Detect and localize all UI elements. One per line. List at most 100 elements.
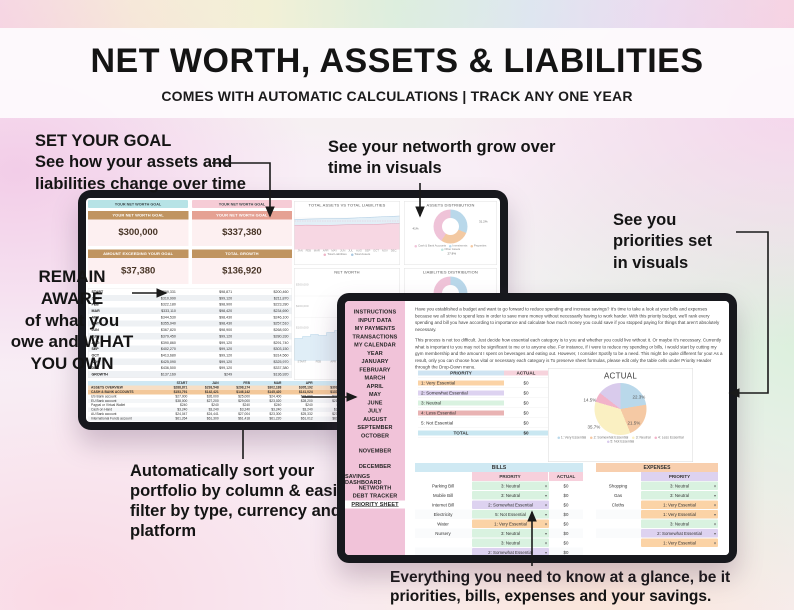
liabilities-cell: $99,120 — [219, 359, 233, 364]
priority-actual-cell: $0 — [523, 420, 529, 426]
monthly-row: OCT $413,680 $99,120 $314,560 — [89, 352, 292, 358]
sidebar-item[interactable]: YEAR — [367, 350, 383, 357]
assets-cell: $425,090 — [160, 359, 176, 364]
sidebar-item[interactable]: MAY — [368, 391, 382, 398]
networth-cell: $136,920 — [273, 372, 289, 377]
dropdown-arrow-icon — [714, 521, 716, 526]
bill-priority-dropdown[interactable]: 1: Very Essential — [472, 519, 549, 528]
expense-priority-dropdown[interactable]: 3: Neutral — [641, 519, 718, 528]
goal-card: AMOUNT EXCEEDING YOUR GOAL $37,380 — [88, 249, 189, 284]
monthly-row: JUL $379,450 $99,120 $280,330 — [88, 333, 292, 340]
expense-priority-dropdown[interactable]: 3: Neutral — [641, 491, 718, 500]
donut-label: 31.2% — [478, 220, 488, 224]
sidebar-item[interactable]: MARCH — [364, 375, 386, 382]
legend-item: Cash & Bank Accounts — [414, 245, 446, 248]
legend-item: 4: Less Essential — [654, 436, 684, 440]
legend-item: 1: Very Essential — [557, 436, 586, 440]
y-axis-ticks: $300,000 $200,000 $100,000 — [296, 284, 309, 330]
monthly-row: DEC $436,500 $99,120 $337,380 — [89, 365, 292, 371]
sidebar-item[interactable]: DECEMBER — [358, 463, 392, 470]
networth-cell: $234,690 — [273, 308, 289, 314]
dropdown-arrow-icon — [545, 512, 547, 517]
sidebar-item[interactable]: DEBT TRACKER — [352, 493, 398, 500]
priority-actual-cell: $0 — [523, 380, 529, 386]
bill-name: Nursery — [435, 530, 451, 536]
sidebar-item[interactable]: OCTOBER — [360, 432, 390, 439]
month-cell: JAN — [91, 295, 99, 301]
sidebar-item[interactable]: NETWORTH — [358, 484, 392, 491]
dropdown-arrow-icon — [714, 483, 716, 488]
bill-priority-dropdown[interactable]: 2: Somewhat Essential — [472, 548, 549, 555]
liabilities-cell: $99,120 — [219, 365, 233, 371]
month-tick: DEC — [390, 249, 397, 253]
sidebar-item[interactable]: SAVINGS DASHBOARD — [345, 473, 382, 486]
month-tick: JAN — [297, 249, 303, 253]
sidebar-item[interactable]: AUGUST — [363, 416, 387, 423]
dashboard-tab[interactable]: YOUR NET WORTH GOAL — [88, 200, 188, 208]
monthly-row: MAY $355,940 $98,430 $257,510 — [88, 320, 292, 327]
priority-header-cell: PRIORITY — [418, 370, 504, 376]
sidebar-item[interactable]: INPUT DATA — [358, 317, 392, 324]
x-axis-months: JAN FEB MAR APR MAY JUN JUL AUG SEP OCT NOV DEC — [295, 250, 400, 253]
sidebar-item[interactable]: NOVEMBER — [358, 448, 392, 455]
month-tick: JUL — [348, 249, 354, 253]
legend-item: Total Assets — [350, 253, 370, 256]
liabilities-cell: $99,120 — [219, 340, 233, 345]
expense-name: Gas — [613, 492, 623, 498]
monthly-row: GROWTH $137,169 $249 $136,920 — [88, 371, 292, 378]
sidebar-item[interactable]: MY CALENDAR — [354, 342, 396, 349]
expense-priority-dropdown[interactable]: 1: Very Essential — [641, 500, 718, 509]
sidebar-item[interactable]: APRIL — [366, 383, 384, 390]
monthly-row: APR $344,530 $98,430 $246,100 — [89, 314, 292, 320]
chart-title: ASSETS DISTRIBUTION — [426, 203, 475, 208]
expense-priority-dropdown[interactable]: 2: Somewhat Essential — [641, 529, 718, 538]
bill-row: Internet Bill 2: Somewhat Essential $0 — [415, 500, 583, 510]
legend-dot-icon — [350, 253, 354, 256]
dashboard-tab[interactable]: YOUR NET WORTH GOAL — [192, 200, 292, 208]
expense-priority-dropdown[interactable]: 1: Very Essential — [641, 538, 718, 547]
month-tick: APR — [330, 360, 337, 364]
legend-item: Investments — [449, 245, 467, 248]
sidebar-item[interactable]: FEBRUARY — [359, 366, 391, 373]
sidebar-item[interactable]: PRIORITY SHEET — [345, 500, 405, 509]
rainbow-strip — [0, 0, 794, 30]
networth-cell: $257,510 — [273, 321, 289, 326]
bill-row: 2: Somewhat Essential $0 — [415, 547, 583, 555]
assets-cell: $367,820 — [160, 327, 176, 333]
sheet-sidebar: INSTRUCTIONS INPUT DATA MY PAYMENTS TRAN… — [345, 301, 405, 555]
networth-cell: $211,870 — [273, 295, 289, 301]
month-cell: FEB — [91, 302, 99, 307]
bill-row: Parking Bill 3: Neutral $0 — [415, 481, 583, 491]
liabilities-cell: $98,430 — [219, 321, 233, 326]
priority-label-cell: 1: Very Essential — [418, 380, 504, 386]
assets-cell: $379,450 — [160, 333, 176, 339]
networth-cell: $291,740 — [273, 340, 289, 345]
liabilities-cell: $98,420 — [219, 308, 233, 314]
sidebar-item[interactable]: TRANSACTIONS — [352, 333, 398, 340]
sidebar-item[interactable]: MY PAYMENTS — [354, 325, 396, 332]
expense-row: 1: Very Essential — [596, 509, 718, 519]
bill-priority-dropdown[interactable]: 3: Neutral — [472, 529, 549, 538]
month-cell: SEP — [91, 346, 99, 352]
bill-priority-dropdown[interactable]: 3: Neutral — [472, 538, 549, 547]
assets-overview-table: START JAN FEB MAR APR MAY ASSETS OVERVIE… — [88, 381, 346, 422]
bill-priority-dropdown[interactable]: 2: Somewhat Essential — [472, 500, 549, 509]
bill-priority-dropdown[interactable]: 5: Not Essential — [472, 510, 549, 519]
dropdown-arrow-icon — [714, 531, 716, 536]
sidebar-item[interactable]: INSTRUCTIONS — [353, 309, 397, 316]
legend-dot-icon — [606, 440, 610, 443]
dropdown-arrow-icon — [545, 521, 547, 526]
expense-priority-dropdown[interactable]: 3: Neutral — [641, 481, 718, 490]
sidebar-item[interactable]: JANUARY — [361, 358, 389, 365]
expenses-name-header — [596, 472, 640, 481]
expense-priority-dropdown[interactable]: 1: Very Essential — [641, 510, 718, 519]
priority-sheet-screen: INSTRUCTIONS INPUT DATA MY PAYMENTS TRAN… — [345, 301, 729, 555]
bill-priority-dropdown[interactable]: 3: Neutral — [472, 481, 549, 490]
monthly-row: SEP $402,270 $99,120 $303,150 — [88, 345, 292, 353]
sidebar-item[interactable]: SEPTEMBER — [357, 424, 393, 431]
sidebar-item[interactable]: JULY — [368, 408, 382, 415]
bill-priority-dropdown[interactable]: 3: Neutral — [472, 491, 549, 500]
donut-legend: Cash & Bank Accounts Investments Propert… — [405, 245, 497, 251]
assets-cell: $310,990 — [160, 295, 176, 301]
sidebar-item[interactable]: JUNE — [367, 399, 383, 406]
